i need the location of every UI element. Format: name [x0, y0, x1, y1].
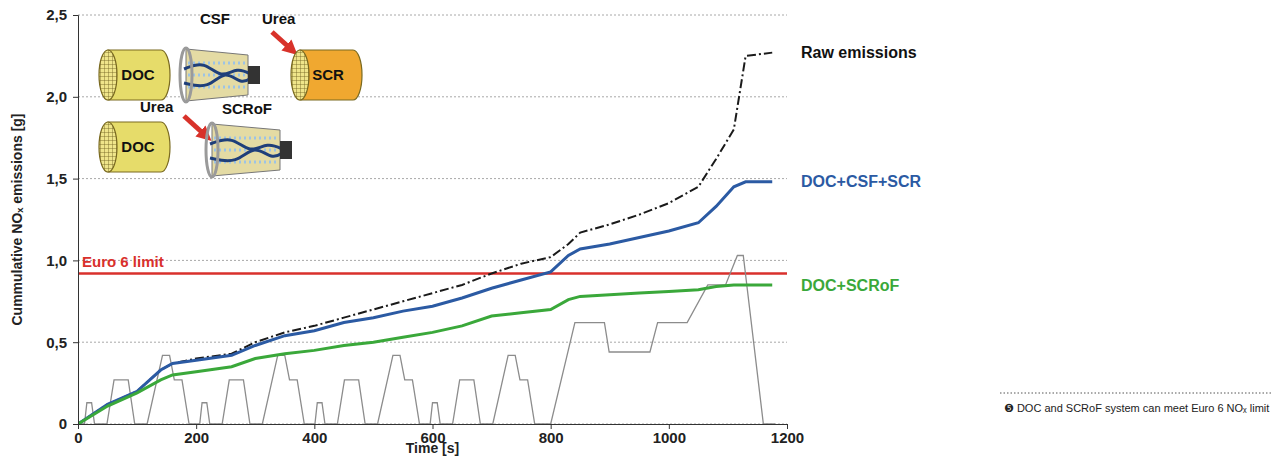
diagram-label: Urea	[262, 10, 296, 27]
grid-line	[78, 342, 787, 343]
diagram-label: CSF	[200, 10, 230, 27]
cylinder-face-hatch	[99, 50, 117, 100]
y-axis-title: Cummulative NOₓ emissions [g]	[9, 113, 25, 325]
x-tick-label: 800	[539, 429, 564, 446]
x-tick-label: 1000	[653, 429, 686, 446]
caption: ❺ DOC and SCRoF system can meet Euro 6 N…	[1004, 402, 1269, 414]
cylinder	[291, 50, 362, 100]
diagram: DOC CSF Urea SCR DOC Urea SCRoF	[99, 10, 362, 177]
y-tick: 2,0	[46, 88, 78, 105]
cylinder-face-hatch	[291, 50, 309, 100]
speed-trace	[78, 255, 775, 424]
y-axis-line	[73, 16, 79, 425]
filter-flow	[184, 75, 252, 86]
filter-inlet	[180, 48, 192, 102]
y-tick: 1,5	[46, 170, 78, 187]
diagram-label: SCR	[312, 66, 344, 83]
x-tick-label: 0	[74, 429, 82, 446]
cylinder-face-hatch	[99, 122, 117, 172]
diagram-label: SCRoF	[222, 100, 272, 117]
x-tick: 1200	[771, 424, 804, 446]
series-labels: Raw emissions DOC+CSF+SCR DOC+SCRoF	[801, 44, 921, 293]
lines	[78, 53, 775, 424]
cylinder-face	[99, 122, 117, 172]
y-tick-mark	[73, 260, 78, 261]
filter-inlet	[206, 123, 218, 177]
cylinder-face	[291, 50, 309, 100]
y-tick-mark	[73, 342, 78, 343]
diagram-label: DOC	[121, 66, 155, 83]
y-tick-label: 1,5	[46, 170, 67, 187]
y-tick-label: 2,0	[46, 88, 67, 105]
filter	[180, 48, 260, 102]
urea-arrow	[184, 116, 206, 136]
filter-body	[186, 49, 248, 101]
x-tick-label: 400	[302, 429, 327, 446]
x-tick: 800	[539, 424, 564, 446]
reference-line	[78, 272, 787, 275]
y-tick-mark	[73, 424, 78, 425]
x-tick: 1000	[653, 424, 686, 446]
urea-arrow	[272, 32, 292, 50]
y-tick-label: 1,0	[46, 252, 67, 269]
series-line	[78, 182, 772, 424]
grid-line	[78, 260, 787, 261]
y-tick-mark	[73, 15, 78, 16]
series-line	[78, 53, 772, 424]
grid-line	[78, 15, 787, 16]
series-label: DOC+CSF+SCR	[801, 173, 921, 190]
filter-body	[212, 124, 280, 176]
x-tick-label: 200	[184, 429, 209, 446]
reference-label: Euro 6 limit	[82, 253, 164, 270]
reference-line-group	[78, 273, 787, 274]
y-tick-label: 0,5	[46, 334, 67, 351]
series-line	[78, 285, 772, 424]
chart: DOC CSF Urea SCR DOC Urea SCRoF 0 0,5 1,0 1,5 2,0 2,…	[0, 0, 1278, 459]
x-axis-title: Time [s]	[406, 440, 459, 456]
series-label: DOC+SCRoF	[801, 277, 899, 294]
filter-outlet	[248, 66, 260, 84]
grid-line	[78, 96, 787, 97]
cylinder-face	[99, 50, 117, 100]
x-tick: 400	[302, 424, 327, 446]
y-tick-mark	[73, 179, 78, 180]
x-tick-label: 1200	[771, 429, 804, 446]
y-axis: 0 0,5 1,0 1,5 2,0 2,5	[46, 6, 78, 432]
y-tick: 0,5	[46, 334, 78, 351]
x-tick: 0	[74, 424, 82, 446]
y-tick: 2,5	[46, 6, 78, 23]
cylinder	[99, 50, 170, 100]
x-tick: 200	[184, 424, 209, 446]
diagram-label: Urea	[140, 98, 174, 115]
filter-flow	[210, 140, 284, 150]
y-tick-label: 2,5	[46, 6, 67, 23]
y-tick: 1,0	[46, 252, 78, 269]
series-label: Raw emissions	[801, 44, 917, 61]
filter-flow	[210, 150, 284, 161]
filter-flow	[184, 65, 252, 75]
diagram-label: DOC	[121, 138, 155, 155]
grid-line	[78, 178, 787, 179]
filter	[206, 123, 292, 177]
caption-rule	[1000, 393, 1272, 394]
y-tick-mark	[73, 97, 78, 98]
grid	[78, 15, 787, 424]
cylinder	[99, 122, 170, 172]
filter-outlet	[280, 141, 292, 159]
y-tick-label: 0	[59, 415, 67, 432]
